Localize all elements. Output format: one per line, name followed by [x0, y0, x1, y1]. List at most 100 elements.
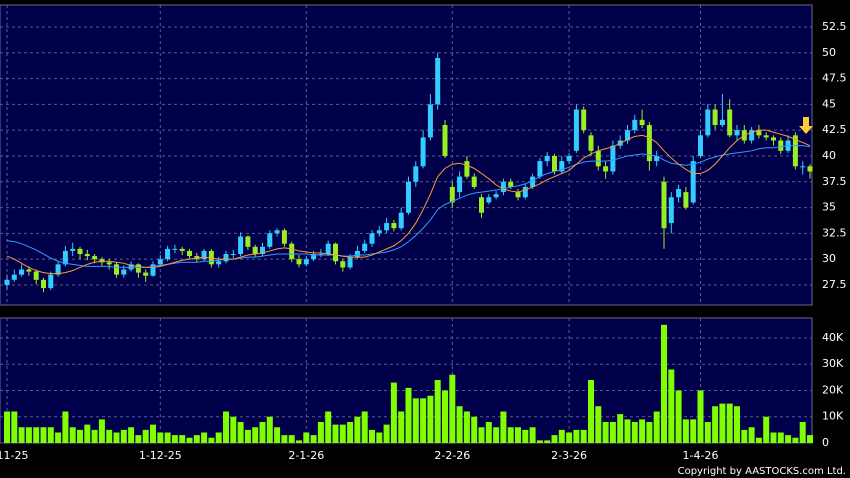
candle-body: [654, 155, 660, 162]
candle-body: [48, 274, 54, 289]
candle-body: [595, 150, 601, 167]
candle-body: [566, 155, 572, 162]
volume-bar: [128, 427, 135, 443]
moving-average: [6, 145, 811, 268]
volume-bar: [55, 432, 62, 443]
volume-bar: [544, 440, 551, 443]
copyright: Copyright by AASTOCKS.com Ltd.: [678, 466, 846, 477]
volume-bar: [807, 435, 813, 443]
volume-bar: [639, 419, 646, 443]
candle-body: [99, 259, 105, 263]
candle-body: [26, 269, 32, 272]
candle-body: [121, 269, 127, 275]
candle-body: [457, 176, 463, 193]
y-tick-label: 47.5: [822, 72, 847, 85]
volume-bar: [573, 429, 580, 443]
volume-bar: [91, 429, 98, 443]
candle-body: [384, 223, 390, 231]
candle-body: [150, 264, 156, 276]
candle-body: [106, 262, 112, 265]
volume-bar: [201, 432, 208, 443]
candle-body: [194, 256, 200, 260]
candle-body: [712, 109, 718, 126]
candle-body: [70, 248, 76, 251]
volume-bar: [719, 403, 726, 443]
candle-body: [705, 109, 711, 136]
candle-body: [391, 223, 397, 229]
volume-bar: [631, 421, 638, 443]
candle-body: [238, 236, 244, 255]
candle-body: [303, 259, 309, 265]
candle-body: [807, 166, 813, 172]
x-tick-label: 1-12-25: [139, 449, 182, 462]
volume-bar: [682, 419, 689, 443]
candle-body: [515, 192, 521, 198]
volume-bar: [748, 427, 755, 443]
candle-body: [544, 155, 550, 162]
candle-body: [369, 233, 375, 244]
candle-body: [552, 155, 557, 172]
volume-bar: [471, 416, 478, 443]
candle-body: [683, 192, 689, 208]
candle-body: [172, 248, 178, 250]
volume-bar: [398, 411, 405, 443]
y-tick-label: 37.5: [822, 175, 847, 188]
candle-body: [33, 271, 39, 280]
volume-bar: [354, 416, 361, 443]
moving-average: [6, 129, 811, 275]
volume-bar: [47, 427, 54, 443]
volume-bar: [566, 432, 573, 443]
volume-bar: [602, 421, 609, 443]
candle-body: [406, 181, 411, 213]
volume-bar: [252, 427, 259, 443]
volume-bar: [237, 421, 244, 443]
candle-body: [274, 230, 280, 234]
volume-bar: [11, 411, 18, 443]
y-tick-label: 10K: [822, 410, 844, 423]
volume-bar: [120, 429, 127, 443]
volume-bar: [500, 411, 507, 443]
volume-bar: [675, 390, 682, 443]
volume-bar: [522, 429, 529, 443]
volume-bar: [653, 411, 660, 443]
y-tick-label: 0: [822, 436, 829, 449]
volume-bar: [405, 387, 412, 443]
candle-body: [114, 264, 119, 275]
candle-body: [639, 119, 645, 126]
y-tick-label: 20K: [822, 383, 844, 396]
x-tick-label: 2-2-26: [434, 449, 470, 462]
candle-body: [260, 246, 265, 255]
volume-bar: [150, 424, 156, 443]
candle-body: [267, 233, 273, 247]
volume-bar: [230, 416, 237, 443]
price-panel: [0, 4, 813, 306]
candle-body: [800, 166, 806, 168]
volume-bar: [223, 411, 229, 443]
candle-body: [792, 135, 798, 167]
candle-body: [771, 137, 776, 141]
candle-body: [479, 197, 484, 213]
volume-bar: [777, 432, 784, 443]
candle-body: [464, 161, 470, 177]
volume-bar: [361, 411, 368, 443]
x-tick-label: 2-3-26: [551, 449, 587, 462]
volume-bar: [442, 390, 448, 443]
volume-bar: [456, 406, 463, 443]
volume-bar: [704, 421, 711, 443]
volume-bar: [4, 411, 10, 443]
candle-body: [449, 186, 455, 203]
y-tick-label: 35: [822, 201, 836, 214]
volume-bar: [369, 429, 375, 443]
volume-bar: [288, 435, 295, 443]
y-tick-label: 30K: [822, 357, 844, 370]
volume-bar: [427, 395, 434, 443]
candle-body: [749, 130, 755, 141]
y-tick-label: 50: [822, 46, 836, 59]
candle-body: [347, 257, 353, 268]
volume-bar: [259, 421, 266, 443]
volume-bar: [281, 435, 288, 443]
volume-bar: [215, 432, 222, 443]
volume-bar: [434, 379, 441, 443]
volume-bar: [734, 406, 740, 443]
candle-body: [413, 166, 419, 182]
